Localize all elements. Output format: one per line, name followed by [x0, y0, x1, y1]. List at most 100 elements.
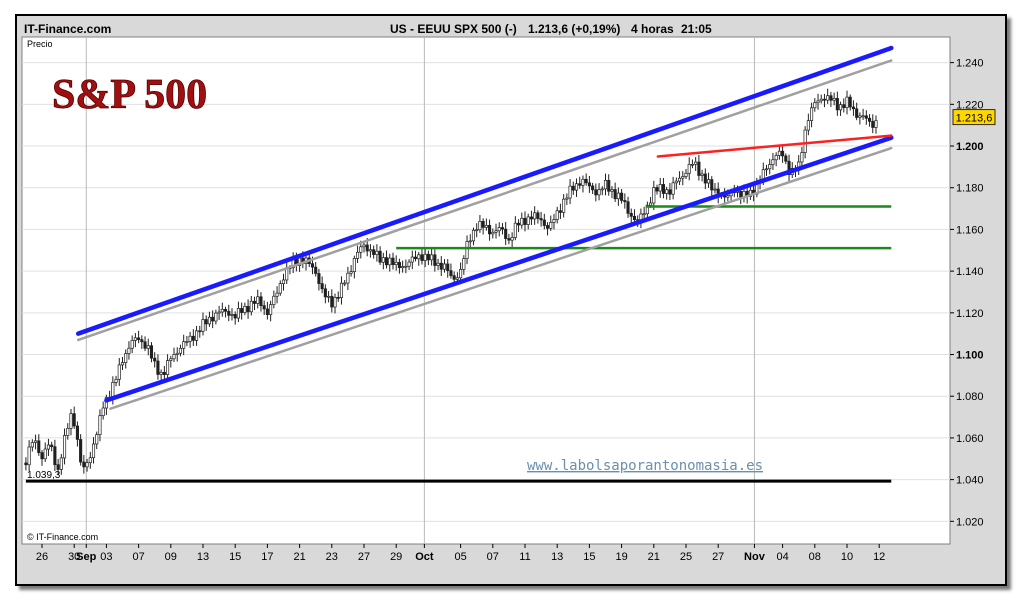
channel-bottom-line	[104, 135, 894, 403]
candle-body	[848, 96, 852, 108]
last-price-label: 1.213,6	[956, 113, 993, 125]
candle-body	[655, 187, 659, 192]
y-tick-label: 1.100	[956, 350, 984, 362]
candle-body	[813, 102, 817, 109]
candle-body	[281, 279, 286, 284]
candle-body	[526, 216, 530, 225]
candle-body	[166, 360, 170, 375]
candle-body	[826, 95, 830, 101]
x-tick-label: 15	[229, 551, 241, 563]
candle-body	[117, 364, 121, 380]
candle-body	[397, 261, 401, 269]
candle-body	[832, 98, 836, 101]
candle-body	[252, 300, 257, 304]
time-label: 21:05	[681, 22, 712, 36]
candle-body	[475, 229, 479, 232]
candle-body	[69, 413, 73, 429]
candle-body	[172, 354, 176, 360]
candle-body	[127, 347, 131, 354]
candle-body	[858, 115, 862, 118]
watermark-link[interactable]: www.labolsaporantonomasia.es	[527, 458, 763, 474]
candle-body	[504, 228, 508, 239]
x-tick-label: 08	[809, 551, 821, 563]
x-tick-label: 10	[841, 551, 853, 563]
candle-body	[352, 258, 356, 272]
x-tick-label: 25	[680, 551, 692, 563]
candle-body	[674, 180, 678, 184]
candle-body	[346, 272, 350, 284]
y-tick-label: 1.060	[956, 433, 984, 445]
candle-body	[442, 263, 447, 270]
candle-body	[278, 283, 282, 294]
candle-body	[259, 296, 263, 306]
candle-body	[581, 178, 585, 186]
candle-body	[713, 188, 717, 191]
candle-body	[468, 240, 472, 243]
candle-body	[478, 220, 482, 231]
candle-body	[185, 341, 189, 343]
candle-body	[236, 308, 240, 319]
source-label[interactable]: IT-Finance.com	[24, 22, 111, 36]
candle-body	[198, 330, 202, 333]
candle-body	[243, 306, 247, 313]
y-tick-label: 1.220	[956, 99, 984, 111]
candle-body	[375, 250, 379, 255]
x-tick-label: 07	[487, 551, 499, 563]
candle-body	[62, 435, 67, 459]
candle-body	[687, 164, 691, 174]
candle-body	[195, 330, 199, 341]
x-tick-label: 11	[519, 551, 530, 563]
candle-body	[652, 187, 656, 204]
candle-body	[629, 212, 633, 217]
x-tick-label: 09	[165, 551, 177, 563]
y-tick-label: 1.080	[956, 391, 984, 403]
channel-top-line	[75, 45, 894, 336]
candle-body	[24, 462, 28, 466]
candle-body	[517, 222, 521, 226]
candle-body	[204, 319, 208, 325]
candle-body	[343, 282, 347, 285]
candle-body	[37, 440, 41, 453]
candle-body	[339, 282, 344, 298]
candle-body	[240, 308, 244, 313]
candle-body	[223, 308, 228, 312]
x-tick-label: 27	[712, 551, 724, 563]
candle-body	[668, 189, 672, 195]
candle-body	[703, 173, 707, 184]
candle-body	[459, 269, 463, 279]
x-tick-label: 07	[132, 551, 144, 563]
candle-body	[542, 219, 546, 226]
candle-body	[211, 316, 215, 322]
candle-body	[787, 160, 791, 175]
candle-body	[262, 305, 266, 310]
candle-body	[439, 262, 443, 270]
candle-body	[462, 258, 466, 270]
x-tick-label: Oct	[415, 551, 434, 563]
candle-body	[678, 177, 682, 182]
candle-body	[552, 219, 556, 223]
candle-body	[545, 225, 550, 229]
x-tick-label: 30	[68, 551, 80, 563]
candle-body	[500, 227, 505, 230]
candle-body	[230, 314, 234, 316]
candle-body	[565, 197, 569, 200]
candle-body	[851, 106, 855, 110]
candle-body	[410, 256, 414, 263]
candle-body	[178, 347, 183, 354]
candle-body	[401, 266, 405, 269]
candle-body	[133, 337, 137, 341]
candle-body	[188, 335, 192, 342]
candle-body	[314, 266, 318, 274]
candle-body	[822, 98, 827, 101]
resistance-red-line	[656, 134, 893, 158]
candle-body	[327, 295, 331, 298]
x-tick-label: Sep	[76, 551, 96, 563]
candle-body	[153, 357, 157, 362]
trend-lines	[25, 45, 894, 483]
candle-body	[520, 217, 524, 226]
candle-body	[124, 353, 128, 363]
candle-body	[146, 345, 150, 349]
quote-label: 1.213,6 (+0,19%)	[528, 22, 620, 36]
candle-body	[871, 121, 875, 128]
candle-body	[220, 308, 224, 313]
